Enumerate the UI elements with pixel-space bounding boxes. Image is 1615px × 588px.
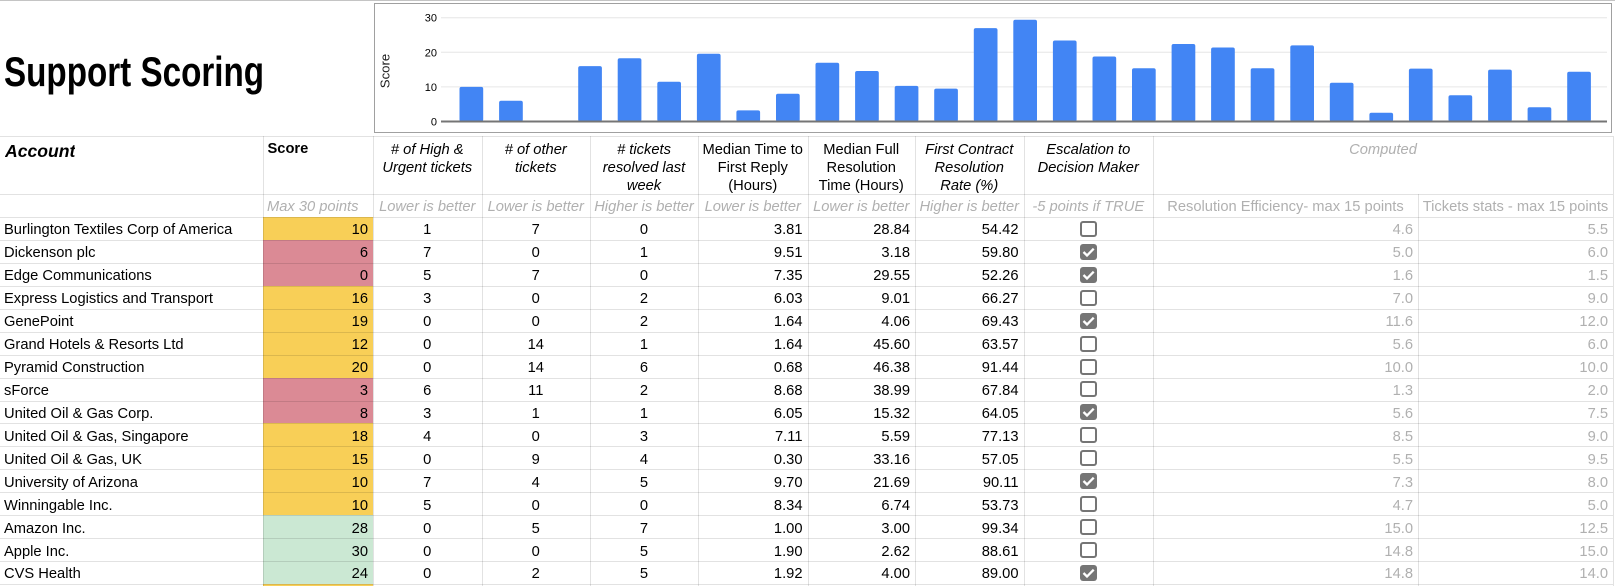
svg-text:20: 20 [425, 47, 437, 59]
svg-text:0: 0 [431, 117, 437, 129]
svg-text:30: 30 [425, 13, 437, 25]
svg-text:Score: Score [378, 54, 393, 88]
svg-text:10: 10 [425, 82, 437, 94]
